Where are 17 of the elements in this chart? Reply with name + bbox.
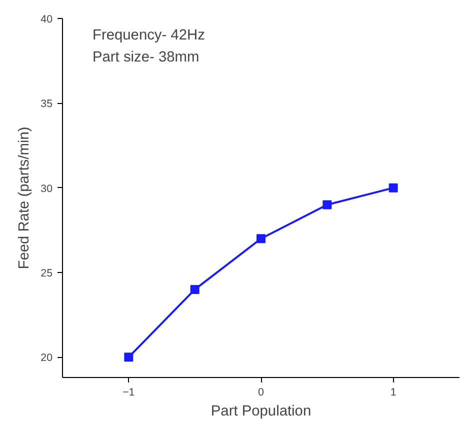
point [322,200,332,210]
y-axis-title: Feed Rate (parts/min) [16,126,33,270]
annotation: Part size- 38mm [92,50,200,66]
y-tick-label: 35 [40,98,53,110]
y-tick-label: 20 [40,352,53,364]
x-tick-label: 0 [258,386,264,398]
y-tick-label: 25 [40,268,53,280]
x-tick-label: 1 [390,386,396,398]
point [124,352,134,362]
annotation: Frequency- 42Hz [92,28,205,44]
x-tick-label: −1 [122,386,135,398]
x-axis-title: Part Population [210,404,312,420]
y-tick-label: 30 [40,182,53,195]
point [256,234,266,244]
point [190,284,200,294]
point [388,183,398,192]
y-tick-label: 40 [40,14,53,26]
